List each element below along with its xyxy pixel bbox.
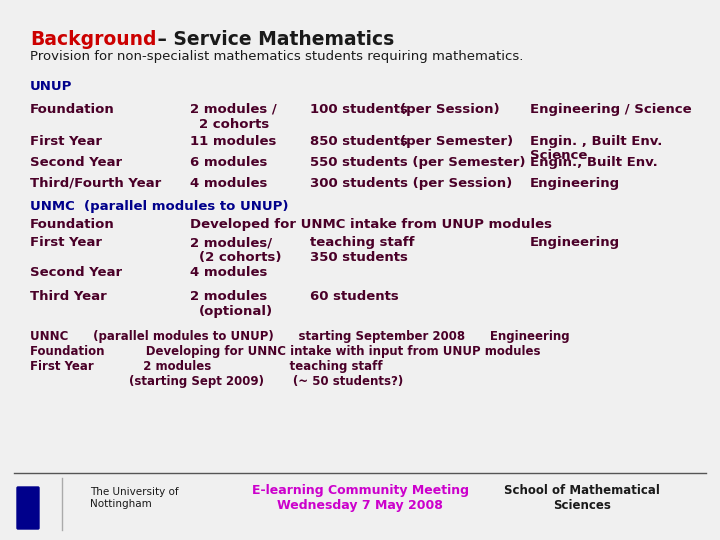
Text: Foundation          Developing for UNNC intake with input from UNUP modules: Foundation Developing for UNNC intake wi…: [30, 345, 541, 358]
Text: 850 students: 850 students: [310, 135, 408, 148]
Text: First Year            2 modules                   teaching staff: First Year 2 modules teaching staff: [30, 360, 382, 373]
Text: 2 modules /: 2 modules /: [190, 103, 276, 116]
Text: Foundation: Foundation: [30, 218, 114, 231]
Text: Background: Background: [30, 30, 156, 49]
Text: First Year: First Year: [30, 135, 102, 148]
Text: 2 modules: 2 modules: [190, 290, 267, 303]
Text: Science: Science: [530, 149, 588, 162]
Text: 6 modules: 6 modules: [190, 156, 267, 169]
Text: 4 modules: 4 modules: [190, 266, 267, 279]
Text: – Service Mathematics: – Service Mathematics: [151, 30, 395, 49]
Text: Third/Fourth Year: Third/Fourth Year: [30, 177, 161, 190]
FancyBboxPatch shape: [17, 487, 39, 529]
Text: Second Year: Second Year: [30, 266, 122, 279]
Text: Engin. , Built Env.: Engin. , Built Env.: [530, 135, 662, 148]
Text: 100 students: 100 students: [310, 103, 408, 116]
Text: Third Year: Third Year: [30, 290, 107, 303]
Text: (starting Sept 2009)       (~ 50 students?): (starting Sept 2009) (~ 50 students?): [30, 375, 403, 388]
Text: 350 students: 350 students: [310, 251, 408, 264]
Text: E-learning Community Meeting
Wednesday 7 May 2008: E-learning Community Meeting Wednesday 7…: [251, 484, 469, 512]
Text: 11 modules: 11 modules: [190, 135, 276, 148]
Text: 550 students (per Semester): 550 students (per Semester): [310, 156, 526, 169]
Text: Engineering: Engineering: [530, 177, 620, 190]
Text: (2 cohorts): (2 cohorts): [199, 251, 282, 264]
Text: Engineering: Engineering: [530, 236, 620, 249]
Text: UNMC  (parallel modules to UNUP): UNMC (parallel modules to UNUP): [30, 200, 289, 213]
Text: UNUP: UNUP: [30, 80, 73, 93]
Text: Provision for non-specialist mathematics students requiring mathematics.: Provision for non-specialist mathematics…: [30, 50, 523, 63]
Text: UNNC      (parallel modules to UNUP)      starting September 2008      Engineeri: UNNC (parallel modules to UNUP) starting…: [30, 330, 570, 343]
Text: 2 cohorts: 2 cohorts: [199, 118, 269, 131]
Text: Foundation: Foundation: [30, 103, 114, 116]
Text: 300 students (per Session): 300 students (per Session): [310, 177, 512, 190]
Text: The University of
Nottingham: The University of Nottingham: [90, 487, 179, 509]
Text: teaching staff: teaching staff: [310, 236, 415, 249]
Text: School of Mathematical
Sciences: School of Mathematical Sciences: [504, 484, 660, 512]
Text: Second Year: Second Year: [30, 156, 122, 169]
Text: (optional): (optional): [199, 305, 273, 318]
Text: Engin., Built Env.: Engin., Built Env.: [530, 156, 658, 169]
Text: Engineering / Science: Engineering / Science: [530, 103, 692, 116]
Text: (per Session): (per Session): [400, 103, 500, 116]
Text: 2 modules/: 2 modules/: [190, 236, 272, 249]
Text: 60 students: 60 students: [310, 290, 399, 303]
Text: 4 modules: 4 modules: [190, 177, 267, 190]
Text: Developed for UNMC intake from UNUP modules: Developed for UNMC intake from UNUP modu…: [190, 218, 552, 231]
Text: (per Semester): (per Semester): [400, 135, 513, 148]
Text: First Year: First Year: [30, 236, 102, 249]
